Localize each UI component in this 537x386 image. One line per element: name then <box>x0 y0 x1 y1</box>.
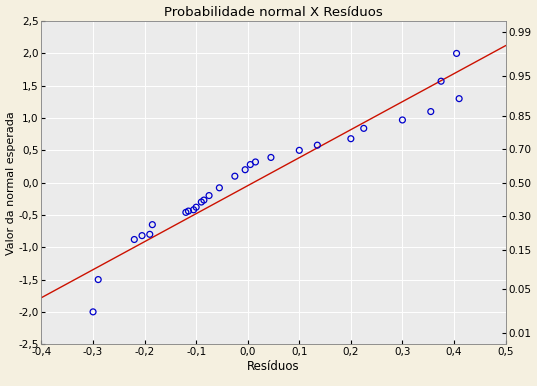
Point <box>346 135 355 142</box>
Point <box>246 161 255 168</box>
X-axis label: Resíduos: Resíduos <box>247 360 300 373</box>
Point <box>146 231 154 237</box>
Point <box>313 142 322 148</box>
Point <box>426 108 435 115</box>
Point <box>89 309 97 315</box>
Point <box>359 125 368 132</box>
Point <box>190 207 198 213</box>
Point <box>295 147 303 153</box>
Point <box>94 276 103 283</box>
Point <box>241 167 250 173</box>
Point <box>200 197 208 203</box>
Point <box>205 193 213 199</box>
Point <box>184 208 193 214</box>
Point <box>148 222 157 228</box>
Y-axis label: Valor da normal esperada: Valor da normal esperada <box>5 111 16 254</box>
Title: Probabilidade normal X Resíduos: Probabilidade normal X Resíduos <box>164 5 383 19</box>
Point <box>437 78 445 84</box>
Point <box>452 50 461 56</box>
Point <box>455 96 463 102</box>
Point <box>192 204 200 210</box>
Point <box>267 154 275 161</box>
Point <box>130 236 139 242</box>
Point <box>197 199 206 205</box>
Point <box>182 209 190 215</box>
Point <box>230 173 239 179</box>
Point <box>251 159 260 165</box>
Point <box>137 232 146 239</box>
Point <box>215 185 224 191</box>
Point <box>398 117 407 123</box>
